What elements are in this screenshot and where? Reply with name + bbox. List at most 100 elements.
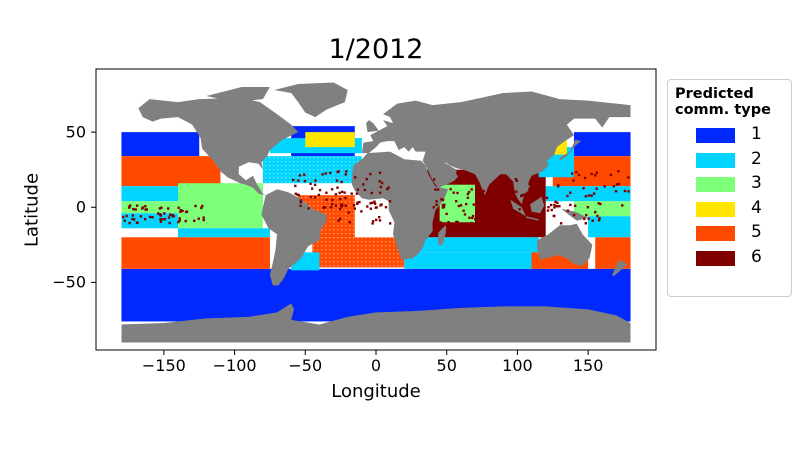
type6-point — [167, 216, 171, 219]
type6-point — [131, 214, 135, 217]
type6-point — [456, 191, 459, 195]
type6-point — [297, 179, 300, 182]
type6-point — [303, 173, 306, 176]
type6-point — [621, 204, 624, 207]
type6-point — [495, 222, 498, 225]
type6-point — [556, 185, 560, 188]
y-axis-label: Latitude — [21, 172, 43, 248]
type6-point — [435, 203, 438, 206]
type6-point — [566, 209, 570, 212]
type6-point — [470, 188, 473, 191]
type6-point — [340, 190, 344, 193]
type6-point — [131, 217, 134, 221]
land-madagascar — [438, 225, 447, 245]
zone-type3-eq — [178, 183, 263, 229]
type6-point — [466, 224, 469, 227]
type6-point — [598, 217, 601, 220]
type6-point — [441, 203, 445, 207]
type6-point — [449, 187, 452, 191]
type6-point — [311, 187, 314, 190]
type6-point — [445, 212, 448, 216]
type6-point — [546, 209, 550, 212]
type6-point — [584, 222, 587, 225]
x-tick-label: −50 — [288, 356, 323, 375]
type6-point — [445, 229, 449, 232]
type6-point — [584, 195, 588, 198]
type6-point — [553, 206, 556, 209]
land-arctic-islands — [206, 87, 270, 103]
type6-point — [585, 214, 588, 217]
type6-point — [122, 215, 125, 219]
legend-title-line2: comm. type — [675, 102, 771, 118]
type6-point — [200, 206, 203, 210]
type6-point — [340, 205, 343, 208]
type6-point — [489, 198, 492, 202]
type6-point — [569, 203, 572, 207]
type6-point — [365, 177, 368, 181]
type6-point — [488, 214, 491, 217]
type6-point — [128, 221, 131, 225]
type6-point — [574, 204, 577, 207]
type6-point — [447, 221, 450, 224]
type6-point — [547, 206, 550, 209]
type6-point — [478, 184, 481, 187]
type6-point — [471, 216, 474, 220]
type6-point — [443, 203, 446, 207]
type6-point — [575, 170, 578, 174]
zone-type4-natl — [305, 132, 355, 148]
type6-point — [370, 191, 373, 195]
type6-point — [358, 200, 361, 204]
type6-point — [371, 201, 374, 204]
type6-point — [151, 216, 154, 219]
type6-point — [353, 207, 356, 210]
type6-point — [597, 202, 600, 205]
type6-point — [500, 198, 503, 201]
type6-point — [324, 172, 327, 175]
type6-point — [441, 206, 444, 209]
type6-point — [340, 180, 343, 184]
type6-point — [201, 204, 204, 208]
zone-type2-strop — [121, 213, 179, 229]
type6-point — [528, 187, 531, 191]
legend-label: 5 — [751, 222, 762, 242]
land-africa — [352, 151, 449, 260]
type6-point — [350, 192, 353, 195]
type6-point — [144, 205, 147, 208]
type6-point — [558, 205, 561, 208]
type6-point — [587, 194, 591, 197]
type6-point — [590, 194, 593, 197]
type6-point — [145, 208, 148, 211]
type6-point — [515, 224, 519, 228]
type6-point — [135, 221, 139, 224]
type6-point — [471, 214, 475, 218]
type6-point — [307, 207, 310, 210]
type6-point — [339, 217, 342, 220]
type6-point — [337, 170, 340, 173]
x-tick-label: 100 — [502, 356, 533, 375]
zone-type1-northpacific-e — [121, 132, 200, 157]
x-tick-label: −100 — [212, 356, 257, 375]
type6-point — [128, 205, 131, 208]
legend-swatch — [696, 152, 735, 168]
type6-point — [591, 219, 594, 222]
type6-point — [339, 197, 342, 201]
type6-point — [524, 217, 528, 221]
type6-point — [515, 190, 518, 193]
type6-point — [202, 218, 205, 222]
legend-title-line1: Predicted — [675, 86, 754, 102]
type6-point — [515, 179, 519, 182]
legend-title: Predicted comm. type — [675, 86, 791, 118]
legend-swatch — [696, 250, 735, 266]
type6-point — [135, 204, 139, 207]
type6-point — [375, 218, 378, 222]
zone-type2-strop2 — [178, 228, 270, 238]
type6-point — [334, 193, 338, 196]
axis-ticks — [91, 131, 589, 355]
type6-point — [371, 222, 374, 225]
type6-point — [470, 222, 473, 225]
type6-point — [317, 193, 321, 197]
type6-point — [387, 186, 390, 189]
land-new-zealand — [612, 259, 628, 277]
type6-point — [595, 171, 598, 174]
type6-point — [356, 188, 360, 191]
